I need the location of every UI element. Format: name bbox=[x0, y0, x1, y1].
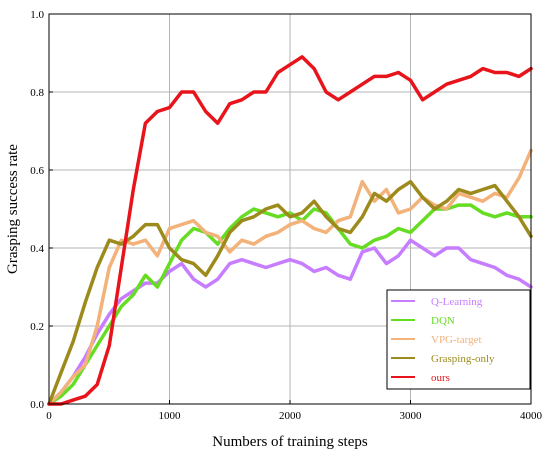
legend-label-1: DQN bbox=[431, 315, 455, 327]
series-line-dqn bbox=[47, 203, 533, 406]
legend-label-4: ours bbox=[431, 372, 450, 384]
y-tick-label-3: 0.6 bbox=[30, 165, 44, 177]
y-tick-label-5: 1.0 bbox=[30, 9, 44, 21]
y-tick-label-4: 0.8 bbox=[30, 87, 44, 99]
series-line-q-learning bbox=[47, 238, 533, 406]
series-line-vpg-target bbox=[47, 148, 533, 406]
legend-label-0: Q-Learning bbox=[431, 296, 483, 308]
x-tick-label-2: 2000 bbox=[279, 410, 302, 422]
y-tick-label-1: 0.2 bbox=[30, 321, 44, 333]
y-tick-label-2: 0.4 bbox=[30, 243, 44, 255]
x-axis-title: Numbers of training steps bbox=[212, 434, 368, 450]
x-tick-label-1: 1000 bbox=[159, 410, 182, 422]
legend-label-3: Grasping-only bbox=[431, 353, 495, 365]
x-tick-label-4: 4000 bbox=[520, 410, 543, 422]
series-line-ours bbox=[47, 55, 533, 406]
y-tick-label-0: 0.0 bbox=[30, 399, 44, 411]
legend: Q-Learning DQN VPG-target Grasping-only ours bbox=[386, 289, 531, 390]
x-tick-label-3: 3000 bbox=[400, 410, 423, 422]
y-axis-title: Grasping success rate bbox=[5, 144, 21, 274]
axis-ticks: 0 1000 2000 3000 4000 0.0 0.2 0.4 0.6 0.8 1.0 bbox=[30, 9, 542, 422]
legend-label-2: VPG-target bbox=[431, 334, 482, 346]
x-tick-label-0: 0 bbox=[46, 410, 52, 422]
series-line-grasping-only bbox=[47, 179, 533, 406]
series-layer bbox=[47, 55, 533, 406]
